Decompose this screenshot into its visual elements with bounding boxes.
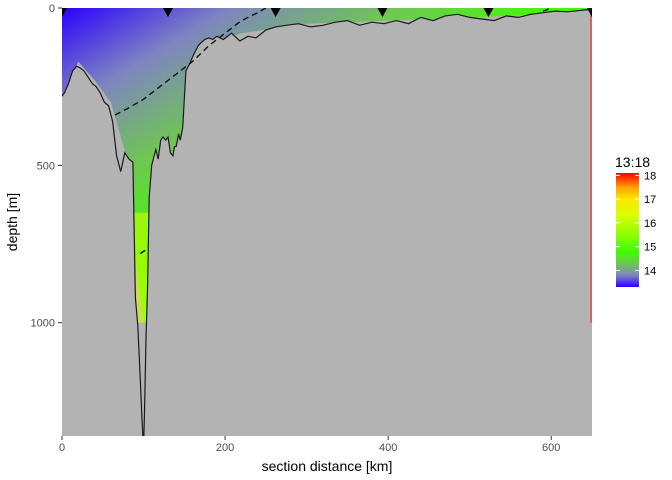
- x-axis-title: section distance [km]: [262, 458, 393, 474]
- x-axis: 0 200 400 600: [59, 436, 560, 454]
- colorbar-ticks: 14 15 16 17 18: [616, 170, 656, 277]
- isotherm-segment: [139, 249, 146, 255]
- isotherm-segment: [542, 8, 552, 12]
- isotherm-lines: [114, 8, 552, 255]
- x-tick-label: 200: [216, 442, 234, 454]
- y-tick-label: 500: [37, 160, 55, 172]
- colorbar-tick-label: 15: [644, 242, 656, 254]
- station-marker: [270, 8, 281, 17]
- y-axis: 0 500 1000: [31, 3, 62, 330]
- isotherm-segment: [114, 8, 267, 116]
- x-tick-label: 400: [379, 442, 397, 454]
- station-marker: [163, 8, 173, 17]
- seafloor-fill: [62, 9, 592, 436]
- colorbar-title: 13:18: [615, 154, 650, 170]
- y-axis-title: depth [m]: [4, 193, 20, 251]
- x-tick-label: 0: [59, 442, 65, 454]
- station-marker: [483, 8, 494, 17]
- y-tick-label: 1000: [31, 318, 55, 330]
- seafloor-line: [62, 9, 592, 436]
- colorbar-tick-label: 14: [644, 265, 656, 277]
- x-tick-label: 600: [542, 442, 560, 454]
- station-markers: [62, 8, 592, 17]
- station-marker: [587, 8, 592, 17]
- station-marker: [62, 8, 67, 17]
- station-marker: [377, 8, 388, 17]
- colorbar-tick-label: 17: [644, 194, 656, 206]
- y-tick-label: 0: [49, 3, 55, 15]
- colorbar: [616, 173, 639, 287]
- colorbar-tick-label: 18: [644, 170, 656, 182]
- colorbar-legend: 13:18 14 15 16 17 18: [615, 154, 656, 287]
- colorbar-tick-label: 16: [644, 218, 656, 230]
- plot-panel: [62, 8, 592, 436]
